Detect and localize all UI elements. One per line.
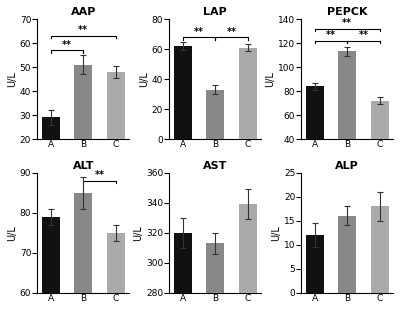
Title: ALP: ALP bbox=[335, 161, 359, 171]
Text: **: ** bbox=[62, 40, 72, 50]
Bar bbox=[107, 72, 125, 187]
Text: **: ** bbox=[326, 30, 336, 40]
Y-axis label: U/L: U/L bbox=[271, 225, 281, 241]
Bar bbox=[371, 206, 389, 293]
Bar bbox=[107, 233, 125, 310]
Text: **: ** bbox=[194, 26, 204, 37]
Title: AAP: AAP bbox=[70, 7, 96, 17]
Bar bbox=[338, 51, 356, 187]
Y-axis label: U/L: U/L bbox=[7, 225, 17, 241]
Bar bbox=[338, 216, 356, 293]
Bar bbox=[371, 101, 389, 187]
Text: **: ** bbox=[94, 170, 104, 180]
Title: AST: AST bbox=[203, 161, 228, 171]
Bar bbox=[239, 48, 257, 139]
Text: **: ** bbox=[342, 18, 352, 28]
Bar bbox=[42, 217, 60, 310]
Bar bbox=[306, 86, 324, 187]
Bar bbox=[206, 243, 224, 310]
Text: **: ** bbox=[78, 25, 88, 35]
Bar bbox=[174, 233, 192, 310]
Y-axis label: U/L: U/L bbox=[265, 71, 275, 87]
Bar bbox=[306, 235, 324, 293]
Bar bbox=[174, 46, 192, 139]
Title: LAP: LAP bbox=[203, 7, 227, 17]
Text: **: ** bbox=[358, 30, 368, 40]
Title: PEPCK: PEPCK bbox=[327, 7, 368, 17]
Bar bbox=[239, 204, 257, 310]
Bar bbox=[74, 65, 92, 187]
Bar bbox=[42, 117, 60, 187]
Bar bbox=[74, 193, 92, 310]
Y-axis label: U/L: U/L bbox=[133, 225, 143, 241]
Y-axis label: U/L: U/L bbox=[7, 71, 17, 87]
Y-axis label: U/L: U/L bbox=[139, 71, 149, 87]
Title: ALT: ALT bbox=[72, 161, 94, 171]
Text: **: ** bbox=[226, 26, 236, 37]
Bar bbox=[206, 90, 224, 139]
